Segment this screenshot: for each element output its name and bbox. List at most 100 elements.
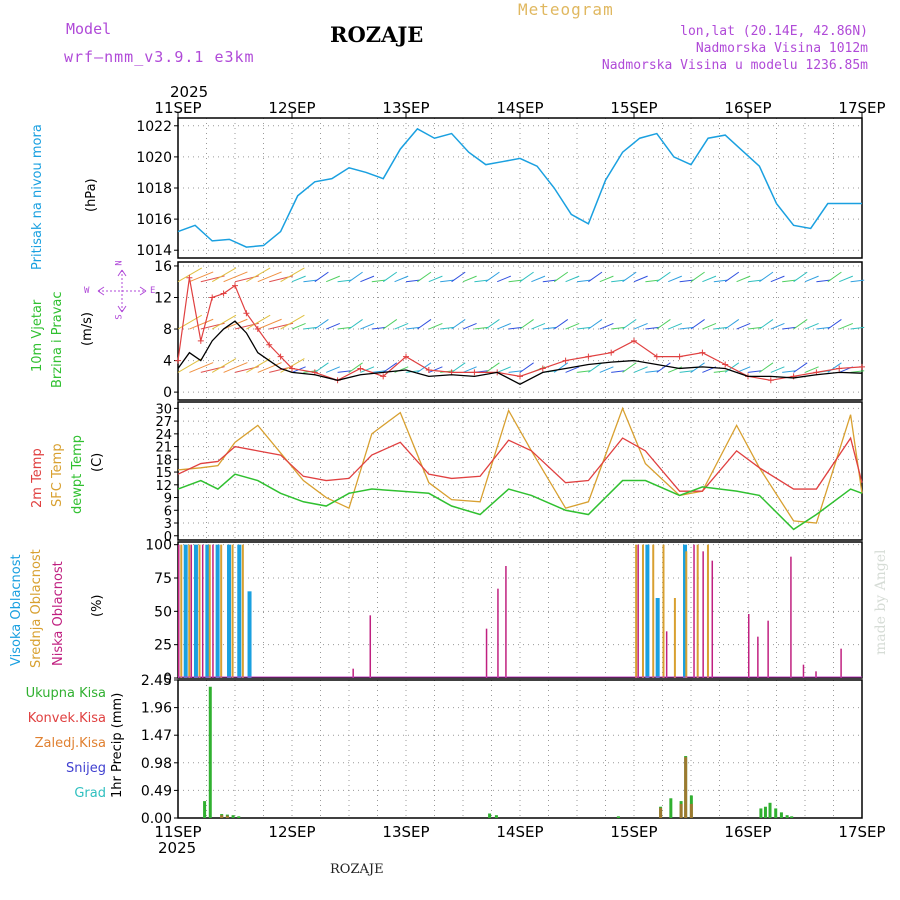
- wind-arrow: [599, 366, 614, 373]
- wind-arrow: [611, 370, 625, 373]
- wind-arrow: [474, 326, 489, 330]
- wind-arrow: [348, 271, 363, 283]
- wind-arrow: [531, 322, 546, 330]
- cloud-bar: [635, 544, 638, 678]
- y-tick-label: 100: [145, 538, 172, 554]
- wind-gust-marker: [403, 353, 409, 360]
- wind-arrow: [314, 319, 329, 330]
- wind-arrow: [782, 370, 796, 373]
- precip-bar: [231, 815, 235, 818]
- wind-arrow: [759, 362, 774, 373]
- wind-arrow: [348, 362, 363, 373]
- wind-arrow: [565, 322, 580, 330]
- cloud-bar: [693, 544, 695, 678]
- cloud-bar: [369, 615, 372, 678]
- precip-bar: [759, 808, 763, 818]
- wind-arrow: [724, 319, 740, 330]
- cloud-bar: [696, 544, 699, 678]
- cloud-bar: [652, 544, 655, 678]
- cloud-bar: [645, 544, 650, 678]
- wind-arrow: [440, 326, 454, 330]
- cloud-bar: [193, 544, 198, 678]
- wind-arrow: [736, 275, 751, 283]
- y-tick-label: 1018: [136, 181, 172, 197]
- precip-bar: [203, 801, 207, 818]
- pressure-line: [177, 127, 862, 248]
- wind-arrow: [405, 326, 420, 330]
- wind-arrow: [462, 366, 477, 373]
- cloud-bar: [220, 544, 223, 678]
- wind-arrow: [326, 322, 340, 330]
- cloud-bar: [190, 544, 193, 678]
- wind-arrow: [713, 370, 728, 373]
- y-tick-label: 0: [163, 385, 172, 401]
- wind-arrow: [189, 318, 214, 330]
- y-tick-label: 2.45: [141, 673, 172, 689]
- wind-arrow: [428, 366, 443, 373]
- wind-arrow: [668, 275, 682, 283]
- wind-arrow: [474, 279, 489, 283]
- cloud-bar: [505, 566, 507, 678]
- wind-gust-marker: [517, 373, 523, 380]
- precip-label-hail: Grad: [74, 786, 106, 801]
- wind-arrow: [246, 314, 271, 330]
- y-tick-label: 0.00: [141, 811, 172, 827]
- wind-arrow: [314, 271, 329, 283]
- wind-arrow: [656, 271, 671, 283]
- cloud-bar: [212, 544, 214, 678]
- cloud-bar: [662, 544, 665, 678]
- wind-arrow: [348, 319, 363, 330]
- wind-arrow: [497, 366, 511, 373]
- wind-arrow: [542, 279, 557, 283]
- cloud-bar: [208, 544, 211, 678]
- wind-arrow: [736, 322, 751, 330]
- wind-arrow: [747, 370, 762, 373]
- wind-arrow: [553, 319, 569, 330]
- y-tick-label: 30: [155, 402, 172, 417]
- wind-arrow: [553, 362, 569, 373]
- wind-arrow: [702, 322, 717, 330]
- cloud-bar: [178, 544, 180, 678]
- cloud-bar: [702, 551, 704, 678]
- wind-arrow: [759, 271, 774, 283]
- wind-arrow: [531, 275, 546, 283]
- wind-arrow: [189, 362, 214, 373]
- precip-bar: [689, 803, 693, 818]
- wind-arrow: [246, 267, 271, 283]
- wind-arrow: [668, 366, 682, 373]
- wind-gust-marker: [722, 361, 729, 368]
- cloud-bar: [352, 668, 354, 678]
- wind-arrow: [428, 322, 443, 330]
- wind-arrow: [633, 322, 648, 330]
- y-tick-label: 27: [155, 415, 172, 430]
- wind-arrow: [291, 275, 306, 283]
- wind-arrow: [382, 319, 398, 330]
- wind-arrow: [622, 362, 637, 373]
- wind-arrow: [724, 271, 740, 283]
- elevation-label: Nadmorska Visina 1012m: [695, 41, 868, 56]
- wind-arrow: [804, 275, 819, 283]
- y-tick-label: 1016: [136, 212, 172, 228]
- x-tick-label-top: 17SEP: [838, 99, 885, 117]
- wind-arrow: [622, 319, 637, 330]
- wind-arrow: [417, 271, 432, 283]
- wind-gust-marker: [266, 341, 273, 348]
- compass-e: E: [150, 286, 156, 296]
- location-title: ROZAJE: [330, 22, 424, 47]
- cloud-bar: [840, 648, 842, 678]
- coords-label: lon,lat (20.14E, 42.86N): [680, 24, 868, 39]
- wind-arrow: [850, 326, 865, 330]
- wind-arrow: [679, 279, 694, 283]
- x-tick-label-top: 12SEP: [268, 99, 315, 117]
- cloud-bar: [685, 551, 688, 678]
- cloud-bar: [815, 671, 817, 678]
- x-tick-label-top: 14SEP: [496, 99, 543, 117]
- wind-arrow: [303, 326, 318, 330]
- precip-bar: [684, 757, 688, 818]
- compass-w: W: [84, 286, 90, 296]
- wind-arrow: [645, 279, 660, 283]
- wind-arrow: [371, 370, 386, 373]
- wind-arrow: [713, 279, 728, 283]
- wind-arrow: [553, 271, 569, 283]
- x-tick-label-top: 11SEP: [154, 99, 201, 117]
